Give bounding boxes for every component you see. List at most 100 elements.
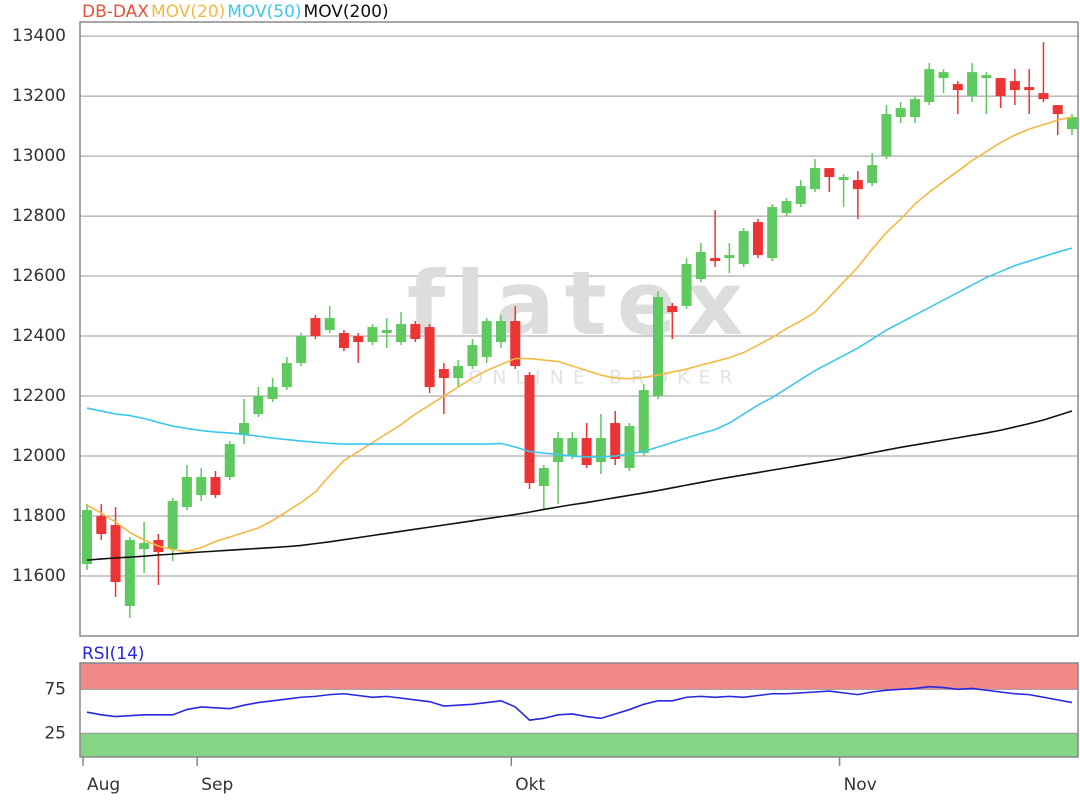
y-tick-label: 11600 — [12, 566, 66, 586]
candle-body — [681, 264, 692, 307]
candle-body — [481, 321, 492, 358]
candle-body — [710, 258, 721, 262]
candle-body — [310, 318, 321, 337]
candle-body — [1038, 93, 1049, 100]
y-tick-label: 12800 — [12, 206, 66, 226]
candle-body — [781, 201, 792, 214]
panel-title: RSI(14) — [82, 644, 145, 664]
candle-body — [1024, 87, 1035, 91]
candle-body — [510, 321, 521, 367]
candle-body — [924, 69, 935, 103]
candle-body — [82, 510, 92, 565]
moving-average-line — [86, 410, 1073, 561]
candle-body — [267, 387, 278, 400]
y-tick-label: 13000 — [12, 146, 66, 166]
candle-body — [338, 333, 349, 349]
candle-body — [410, 324, 421, 340]
candle-body — [210, 477, 221, 496]
y-tick-label: 12600 — [12, 266, 66, 286]
y-tick-label: 25 — [44, 723, 66, 743]
legend-label: MOV(20) — [151, 2, 225, 22]
plot-frame — [79, 662, 1079, 758]
candle-body — [981, 75, 992, 79]
rsi-line — [86, 685, 1073, 721]
candle-body — [610, 423, 621, 460]
candle-body — [852, 180, 863, 190]
candle-body — [1052, 105, 1063, 115]
candle-body — [567, 438, 578, 457]
candle-body — [595, 438, 606, 463]
candle-body — [467, 345, 478, 367]
candle-body — [1067, 117, 1077, 130]
candle-body — [752, 222, 763, 256]
candle-body — [553, 438, 564, 463]
candle-body — [667, 306, 678, 313]
legend-label: MOV(200) — [304, 2, 389, 22]
candle-body — [181, 477, 192, 508]
x-tick-label: Okt — [515, 775, 545, 795]
y-tick-label: 13400 — [12, 26, 66, 46]
plot-frame — [79, 21, 1079, 637]
candle-body — [281, 363, 292, 388]
candle-body — [424, 327, 435, 388]
candle-body — [795, 186, 806, 205]
x-tick-label: Sep — [201, 775, 233, 795]
candle-body — [524, 375, 535, 484]
candle-body — [495, 321, 506, 343]
candle-body — [995, 78, 1006, 97]
candle-body — [810, 168, 821, 190]
watermark-tagline: ONLINE BROKER — [468, 367, 741, 389]
candle-body — [738, 231, 749, 265]
legend-label: MOV(50) — [227, 2, 301, 22]
y-tick-label: 12000 — [12, 446, 66, 466]
candle-body — [239, 423, 250, 436]
candle-body — [167, 501, 178, 550]
candle-body — [124, 540, 135, 607]
candle-body — [453, 366, 464, 379]
candle-body — [96, 516, 107, 535]
candle-body — [824, 168, 835, 178]
x-tick-label: Nov — [844, 775, 877, 795]
candle-body — [624, 426, 635, 469]
candle-body — [967, 72, 978, 97]
candle-body — [538, 468, 549, 487]
candle-body — [1009, 81, 1020, 91]
candle-body — [638, 390, 649, 454]
candle-body — [438, 369, 449, 379]
candle-body — [695, 252, 706, 280]
x-tick-label: Aug — [87, 775, 120, 795]
candle-body — [909, 99, 920, 118]
moving-average-line — [86, 247, 1073, 458]
moving-average-line — [86, 116, 1073, 553]
candle-body — [938, 72, 949, 79]
candle-body — [724, 255, 735, 259]
candle-body — [253, 396, 264, 415]
candle-body — [396, 324, 407, 343]
candle-body — [767, 207, 778, 259]
candle-body — [296, 336, 307, 364]
y-tick-label: 12200 — [12, 386, 66, 406]
y-tick-label: 12400 — [12, 326, 66, 346]
candle-body — [367, 327, 378, 343]
candle-body — [353, 336, 364, 343]
candle-body — [381, 330, 392, 334]
candle-body — [224, 444, 235, 478]
candle-body — [653, 297, 664, 397]
candle-body — [110, 525, 121, 583]
candle-body — [867, 165, 878, 184]
zone — [80, 733, 1078, 757]
candle-body — [581, 438, 592, 466]
candle-body — [895, 108, 906, 118]
candle-body — [196, 477, 207, 496]
candle-body — [881, 114, 892, 157]
zone — [80, 663, 1078, 690]
y-tick-label: 75 — [44, 679, 66, 699]
candle-body — [952, 84, 963, 91]
candle-body — [139, 543, 150, 550]
candle-body — [838, 177, 849, 181]
legend-label: DB-DAX — [82, 2, 149, 22]
candle-body — [324, 318, 335, 331]
y-tick-label: 13200 — [12, 86, 66, 106]
y-tick-label: 11800 — [12, 506, 66, 526]
